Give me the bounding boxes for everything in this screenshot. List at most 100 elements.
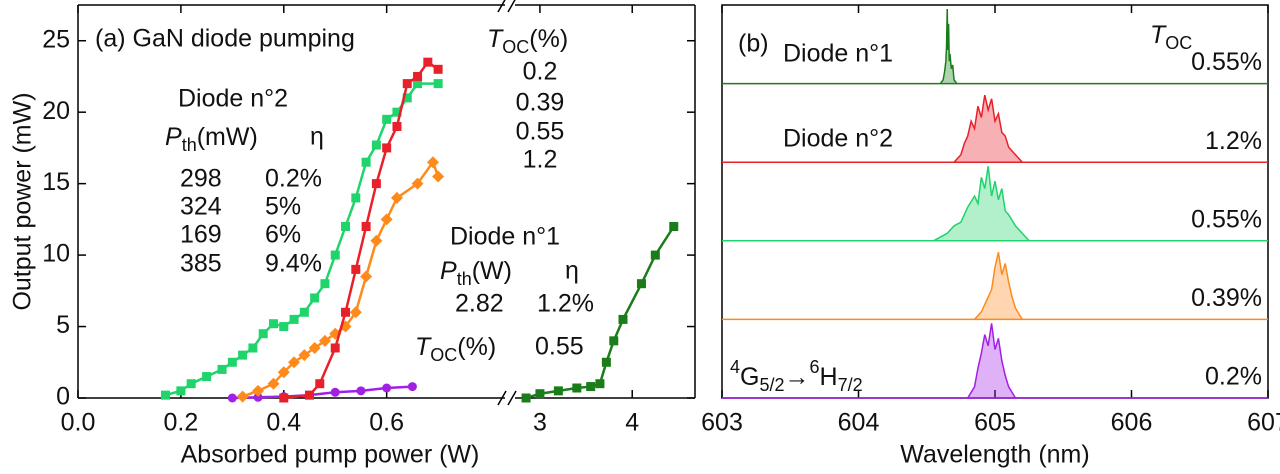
toc-value: 1.2 [523,146,558,174]
point [433,79,443,89]
pth-header-part: P [165,123,182,151]
pth-value: 169 [180,221,222,249]
label: η [310,123,324,151]
point [609,336,619,346]
point [258,329,268,339]
axis-break [497,0,506,13]
x-axis-label: Wavelength (nm) [900,441,1089,469]
point [402,93,412,103]
x-tick-label: 0.6 [369,409,404,437]
point [289,314,299,324]
point [176,386,186,396]
point [217,364,227,374]
point [330,387,340,397]
point [320,279,330,289]
y-axis-label: Output power (mW) [9,92,37,310]
spectrum [967,323,1017,399]
point [432,170,445,183]
pth-value: 2.82 [455,290,504,318]
toc-header-part: T [1150,21,1167,49]
point [288,356,301,369]
point [601,357,611,367]
point [330,343,340,353]
y-tick-label: 25 [42,25,70,53]
x-tick-label: 606 [1111,409,1153,437]
x-tick-label: 0.2 [164,409,199,437]
point [361,157,371,167]
point [318,334,331,347]
point [618,314,628,324]
spectrum [933,166,1030,242]
toc-label: 0.39% [1191,284,1262,312]
point [371,179,381,189]
x-axis-label: Absorbed pump power (W) [181,441,480,469]
point [227,393,237,403]
toc-label: 1.2% [1205,127,1262,155]
point [356,386,366,396]
point [407,382,417,392]
pth-value: 324 [180,193,222,221]
toc-value: 0.55 [516,118,565,146]
eta-value: 1.2% [537,290,594,318]
point [382,143,392,153]
toc-header: TOC(%) [415,333,496,365]
x-tick-label: 605 [974,409,1016,437]
pth-header: Pth(mW) [165,123,258,155]
point [392,121,402,131]
toc-label: 0.55% [1191,205,1262,233]
label: Diode n°2 [178,85,288,113]
y-tick-label: 0 [56,383,70,411]
toc-header-part: T [487,25,504,53]
transition-part: 4 [730,357,740,377]
x-tick-label: 0.4 [266,409,301,437]
y-tick-label: 10 [42,240,70,268]
toc-header: TOC [1150,21,1192,53]
label: Diode n°1 [783,40,893,68]
point [390,191,403,204]
point [650,250,660,260]
axis-break [507,390,517,406]
point [371,140,381,150]
pth-value: 298 [180,165,222,193]
toc-header-part: T [415,333,432,361]
toc-value: 0.2 [523,58,558,86]
point [572,383,582,393]
point [636,279,646,289]
toc-header-part: OC [1165,33,1192,53]
point [341,307,351,317]
label: Diode n°1 [450,223,560,251]
point [351,193,361,203]
point [252,384,265,397]
transition-part: H [820,363,838,391]
point [160,390,170,400]
toc-value: 0.39 [516,89,565,117]
toc-header-part: OC [502,37,529,57]
chart-title: (a) GaN diode pumping [95,25,355,53]
toc-value: 0.55 [535,333,584,361]
point [299,307,309,317]
point [279,393,289,403]
x-tick-label: 604 [838,409,880,437]
x-tick-label: 603 [701,409,743,437]
point [308,341,321,354]
point [382,114,392,124]
point [236,390,249,403]
point [253,392,263,402]
pth-header-part: P [440,257,457,285]
transition-part: 7/2 [838,375,863,395]
point [370,234,383,247]
label: η [565,257,579,285]
spectrum [939,8,958,85]
eta-value: 9.4% [265,250,322,278]
axis-break [507,0,516,13]
pth-value: 385 [180,250,222,278]
point [413,79,423,89]
y-tick-label: 15 [42,168,70,196]
point [277,366,290,379]
point [426,156,439,169]
point [413,71,423,81]
point [330,250,340,260]
point [595,379,605,389]
point [360,270,373,283]
